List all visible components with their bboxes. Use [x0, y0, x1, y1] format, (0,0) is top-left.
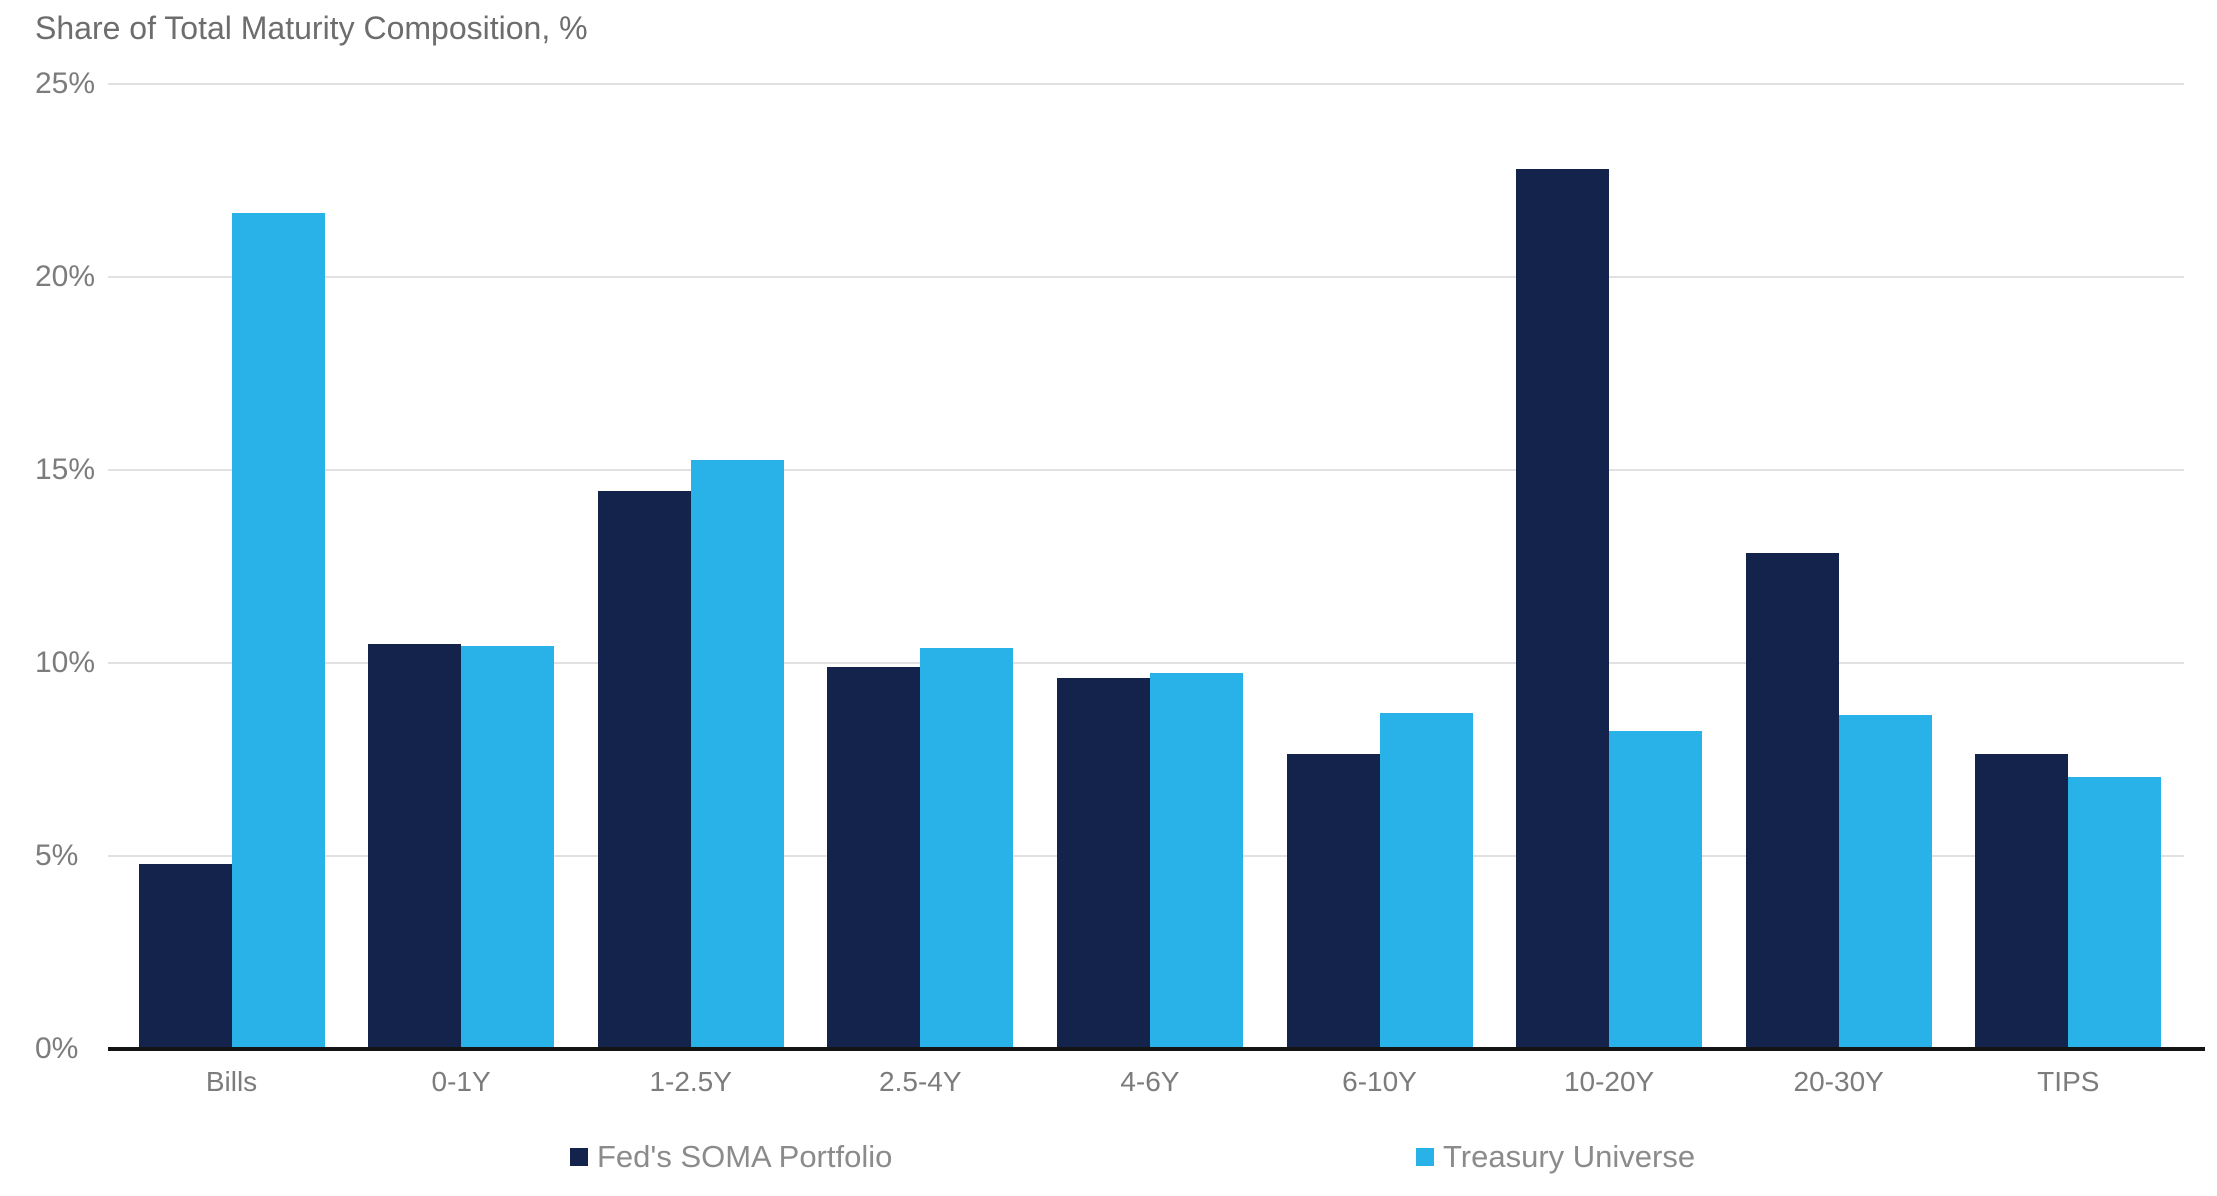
bar-treasury-0-1y: [461, 645, 555, 1049]
bar-treasury-bills: [231, 213, 325, 1049]
bar-soma-6-10y: [1286, 753, 1380, 1049]
bar-treasury-20-30y: [1838, 715, 1932, 1049]
legend-swatch-soma-icon: [570, 1148, 588, 1166]
legend-item-soma: Fed's SOMA Portfolio: [570, 1139, 892, 1175]
bar-soma-0-1y: [368, 643, 462, 1049]
gridline-20pct: [108, 276, 2184, 278]
bar-soma-4-6y: [1056, 678, 1150, 1049]
x-axis-tick-label-tips: TIPS: [2037, 1066, 2100, 1097]
bar-soma-tips: [1975, 753, 2069, 1049]
legend-label-treasury: Treasury Universe: [1443, 1139, 1696, 1174]
x-axis-tick-label-1-2-5y: 1-2.5Y: [649, 1066, 732, 1097]
legend-label-soma: Fed's SOMA Portfolio: [597, 1139, 893, 1174]
legend-item-treasury: Treasury Universe: [1416, 1139, 1695, 1175]
x-axis-tick-label-2-5-4y: 2.5-4Y: [879, 1066, 962, 1097]
bar-soma-20-30y: [1745, 552, 1839, 1049]
bar-soma-2-5-4y: [827, 666, 921, 1049]
bar-treasury-4-6y: [1149, 672, 1243, 1049]
bar-treasury-6-10y: [1379, 713, 1473, 1049]
y-axis-tick-label-15: 15%: [35, 453, 96, 486]
y-axis-tick-label-25: 25%: [35, 67, 96, 100]
y-axis-tick-label-5: 5%: [35, 839, 79, 872]
bar-soma-bills: [138, 863, 232, 1049]
y-axis-tick-label-20: 20%: [35, 260, 96, 293]
bar-treasury-10-20y: [1609, 730, 1703, 1049]
bar-soma-10-20y: [1516, 168, 1610, 1049]
bar-treasury-tips: [2068, 776, 2162, 1049]
x-axis-line: [108, 1047, 2205, 1051]
gridline-15pct: [108, 469, 2184, 471]
x-axis-tick-label-10-20y: 10-20Y: [1563, 1066, 1655, 1097]
x-axis-tick-label-6-10y: 6-10Y: [1342, 1066, 1417, 1097]
y-axis-tick-label-10: 10%: [35, 646, 96, 679]
legend-swatch-treasury-icon: [1416, 1148, 1434, 1166]
bar-treasury-1-2-5y: [690, 460, 784, 1049]
gridline-10pct: [108, 662, 2184, 664]
x-axis-tick-label-0-1y: 0-1Y: [431, 1066, 491, 1097]
bar-soma-1-2-5y: [597, 491, 691, 1049]
x-axis-tick-label-bills: Bills: [205, 1066, 258, 1097]
y-axis-tick-label-0: 0%: [35, 1032, 79, 1065]
gridline-25pct: [108, 83, 2184, 85]
x-axis-tick-label-4-6y: 4-6Y: [1120, 1066, 1180, 1097]
bar-treasury-2-5-4y: [920, 647, 1014, 1049]
x-axis-tick-label-20-30y: 20-30Y: [1793, 1066, 1884, 1097]
chart-title: Share of Total Maturity Composition, %: [35, 10, 588, 46]
